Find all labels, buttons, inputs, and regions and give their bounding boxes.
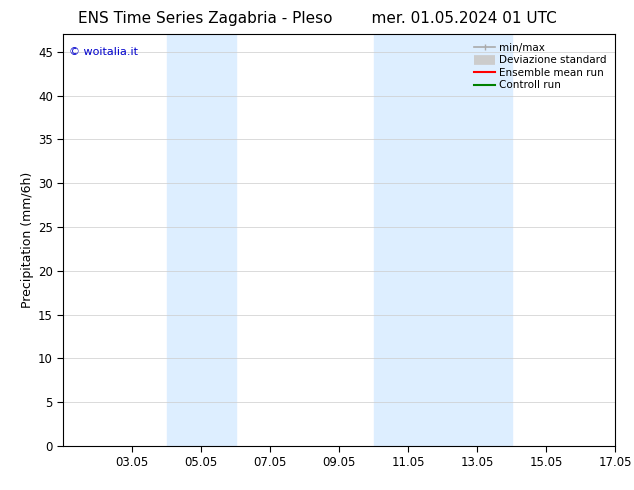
Legend: min/max, Deviazione standard, Ensemble mean run, Controll run: min/max, Deviazione standard, Ensemble m… — [471, 40, 610, 94]
Text: ENS Time Series Zagabria - Pleso        mer. 01.05.2024 01 UTC: ENS Time Series Zagabria - Pleso mer. 01… — [77, 11, 557, 26]
Bar — [167, 34, 236, 446]
Bar — [373, 34, 512, 446]
Text: © woitalia.it: © woitalia.it — [69, 47, 138, 57]
Y-axis label: Precipitation (mm/6h): Precipitation (mm/6h) — [21, 172, 34, 308]
